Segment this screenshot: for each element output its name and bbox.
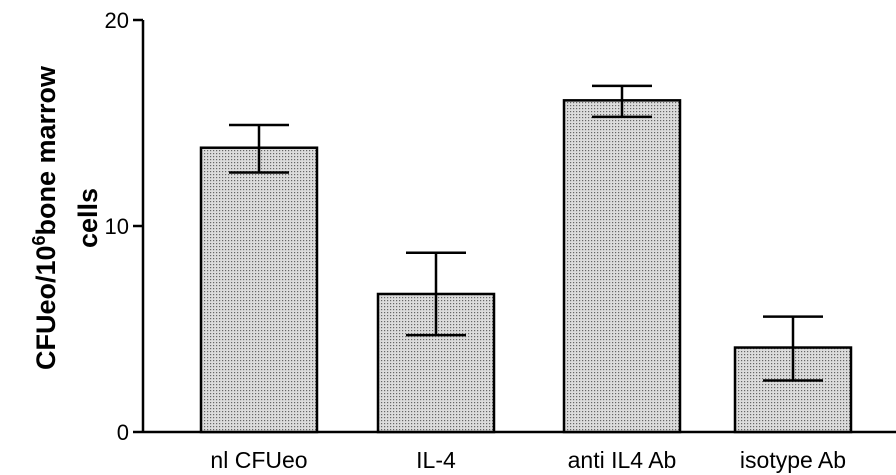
error-bars: [229, 84, 823, 382]
x-category-label: anti IL4 Ab: [568, 447, 677, 473]
category-labels: nl CFUeo IL-4 anti IL4 Ab isotype Ab: [210, 447, 846, 473]
y-axis-label-main: CFUeo/10: [31, 246, 61, 371]
bar-isotype-ab: [733, 346, 853, 434]
y-tick-label: 10: [105, 214, 129, 239]
y-tick-label: 0: [117, 420, 129, 445]
y-tick-label: 20: [105, 8, 129, 33]
y-axis-label-line2: cells: [73, 188, 103, 248]
y-axis-label-superscript: 6: [29, 235, 49, 245]
y-axis-label: CFUeo/106bone marrow: [29, 65, 61, 370]
bar-nl-cfueo: [199, 146, 319, 434]
x-category-label: nl CFUeo: [210, 447, 307, 473]
x-category-label: isotype Ab: [740, 447, 846, 473]
x-category-label: IL-4: [416, 447, 456, 473]
y-axis-label-rest: bone marrow: [31, 65, 61, 236]
y-ticks: 0 10 20: [105, 8, 143, 445]
bars: [199, 99, 853, 434]
bar-anti-il4-ab: [562, 99, 682, 434]
